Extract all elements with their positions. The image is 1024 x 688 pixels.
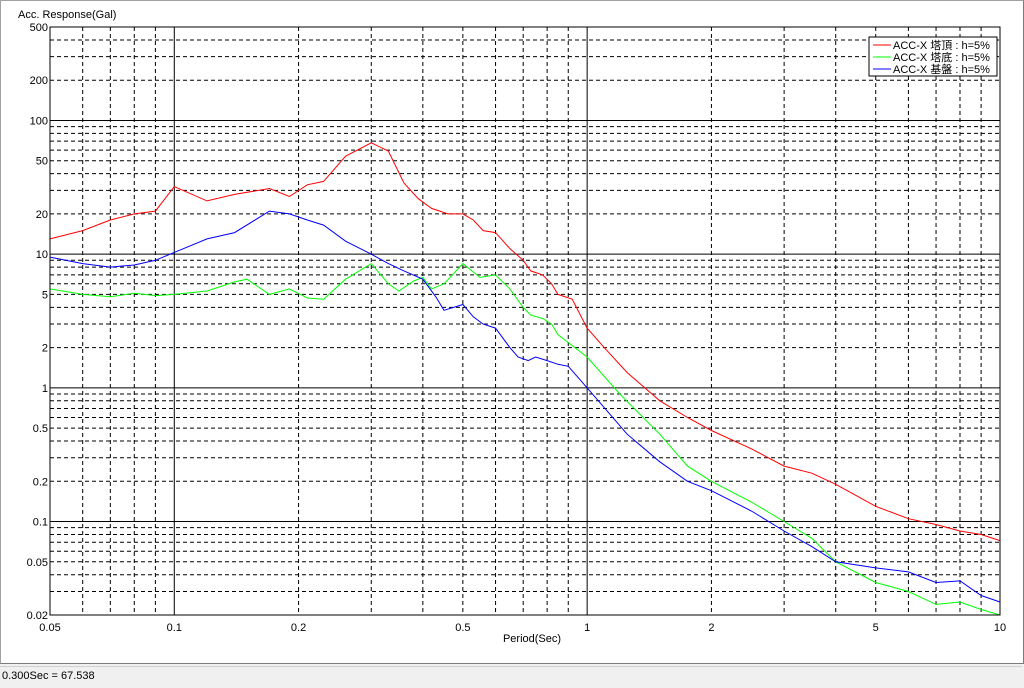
y-tick-label: 500: [30, 22, 48, 34]
x-tick-label: 0.1: [167, 622, 182, 634]
y-tick-label: 2: [42, 343, 48, 355]
legend-entry: ACC-X 塔頂 : h=5%: [893, 39, 990, 52]
x-tick-label: 10: [994, 622, 1006, 634]
y-tick-label: 10: [36, 249, 48, 261]
response-spectrum-chart: 0.05 0.1 0.2 0.5 1 2 5 10 500 200 100 50 20 10 5 2 1 0.5 0…: [18, 9, 1007, 645]
legend: ACC-X 塔頂 : h=5%ACC-X 塔底 : h=5%ACC-X 基盤 :…: [868, 36, 998, 77]
y-tick-label: 0.5: [33, 423, 48, 435]
series-line: [49, 262, 1001, 616]
x-tick-label: 0.05: [39, 622, 60, 634]
y-tick-label: 20: [36, 209, 48, 221]
y-axis-title: Acc. Response(Gal): [18, 9, 116, 21]
plot-frame: [49, 26, 1001, 616]
grid: [50, 27, 1000, 615]
y-tick-label: 0.1: [33, 517, 48, 529]
tick-labels: 0.05 0.1 0.2 0.5 1 2 5 10 500 200 100 50 20 10 5 2 1 0.5 0…: [27, 22, 1007, 634]
series-line: [49, 210, 1001, 603]
y-tick-label: 50: [36, 156, 48, 168]
legend-entry: ACC-X 塔底 : h=5%: [893, 50, 990, 64]
x-axis-title: Period(Sec): [503, 633, 561, 645]
y-tick-label: 0.02: [27, 610, 48, 622]
x-tick-label: 2: [708, 622, 714, 634]
x-tick-label: 5: [873, 622, 879, 634]
x-tick-label: 0.5: [455, 622, 470, 634]
status-bar: 0.300Sec = 67.538: [0, 666, 1022, 687]
status-readout: 0.300Sec = 67.538: [2, 670, 95, 682]
series-line: [49, 142, 1001, 542]
plot-window: 0.05 0.1 0.2 0.5 1 2 5 10 500 200 100 50 20 10 5 2 1 0.5 0…: [0, 0, 1024, 664]
x-tick-label: 1: [584, 622, 590, 634]
y-tick-label: 100: [30, 115, 48, 127]
y-tick-label: 1: [42, 383, 48, 395]
legend-entry: ACC-X 基盤 : h=5%: [893, 63, 990, 76]
y-tick-label: 0.05: [27, 557, 48, 569]
y-tick-label: 5: [42, 289, 48, 301]
series-lines: [49, 142, 1001, 616]
y-tick-label: 200: [30, 75, 48, 87]
y-tick-label: 0.2: [33, 476, 48, 488]
x-tick-label: 0.2: [291, 622, 306, 634]
